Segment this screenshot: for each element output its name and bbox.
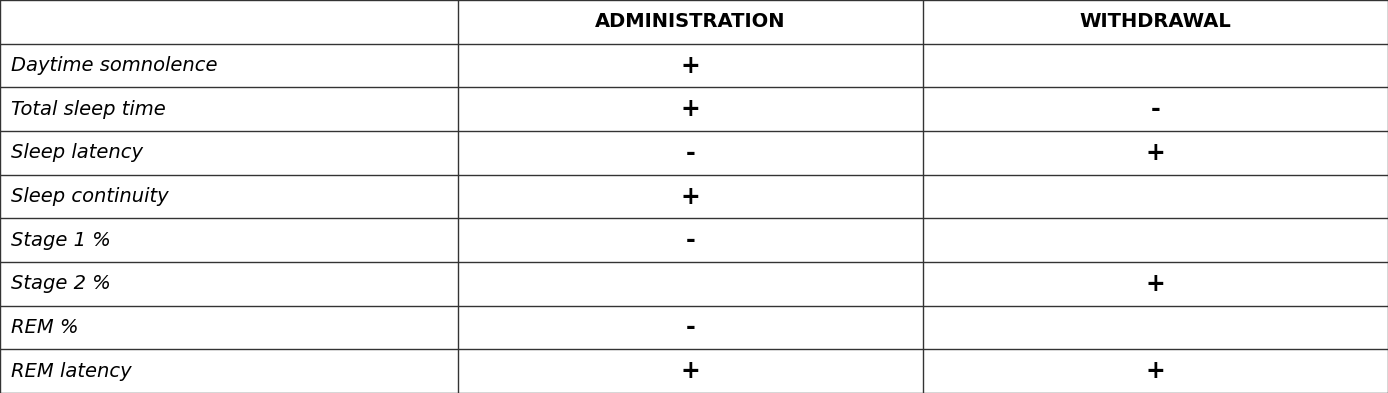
Text: -: - <box>1151 97 1160 121</box>
Text: +: + <box>1145 272 1166 296</box>
Text: +: + <box>680 359 701 383</box>
Text: REM latency: REM latency <box>11 362 132 381</box>
Text: Sleep latency: Sleep latency <box>11 143 143 162</box>
Text: -: - <box>686 228 695 252</box>
Text: ADMINISTRATION: ADMINISTRATION <box>595 12 786 31</box>
Text: +: + <box>680 97 701 121</box>
Text: Daytime somnolence: Daytime somnolence <box>11 56 218 75</box>
Text: Total sleep time: Total sleep time <box>11 100 165 119</box>
Text: Stage 2 %: Stage 2 % <box>11 274 111 293</box>
Text: +: + <box>1145 359 1166 383</box>
Text: Sleep continuity: Sleep continuity <box>11 187 169 206</box>
Text: +: + <box>680 184 701 209</box>
Text: REM %: REM % <box>11 318 79 337</box>
Text: -: - <box>686 141 695 165</box>
Text: -: - <box>686 316 695 340</box>
Text: +: + <box>680 53 701 77</box>
Text: +: + <box>1145 141 1166 165</box>
Text: Stage 1 %: Stage 1 % <box>11 231 111 250</box>
Text: WITHDRAWAL: WITHDRAWAL <box>1080 12 1231 31</box>
